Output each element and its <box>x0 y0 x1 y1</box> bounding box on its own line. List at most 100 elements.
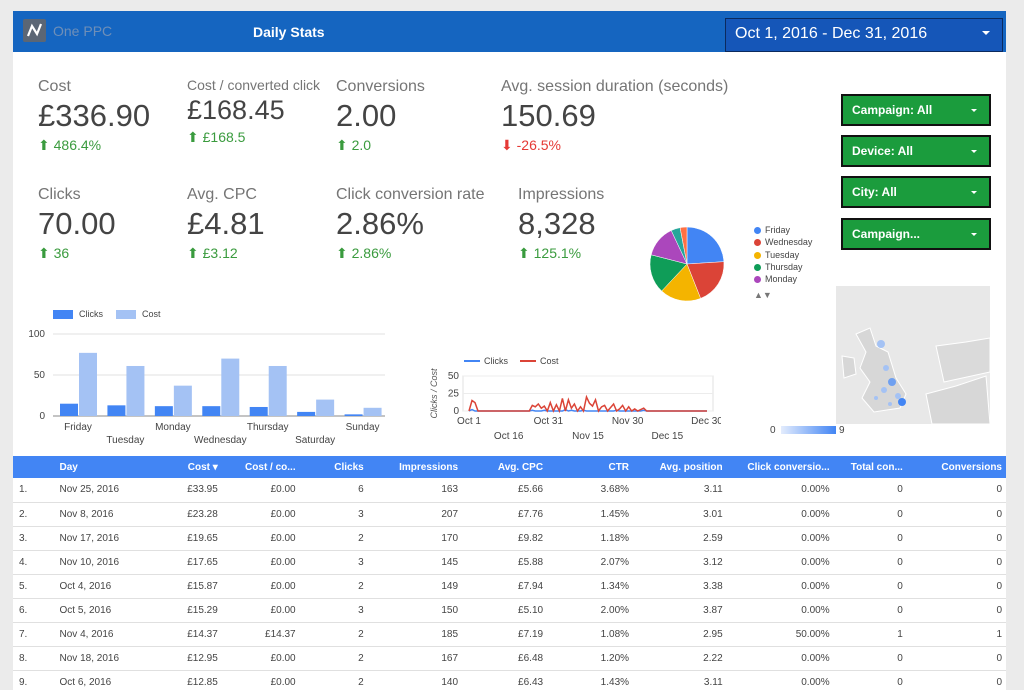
bar-clicks[interactable] <box>60 403 78 416</box>
table-row[interactable]: 5. Oct 4, 2016 £15.87 £0.00 2 149 £7.94 1.34% 3.… <box>13 574 1006 599</box>
table-cell: 0 <box>906 646 1006 671</box>
arrow-up-icon: ⬆ <box>38 137 54 153</box>
table-header-impressions[interactable]: Impressions <box>367 456 463 478</box>
kpi-avg-session-duration[interactable]: Avg. session duration (seconds) 150.69 ⬇… <box>501 78 728 154</box>
table-header-clicks[interactable]: Clicks <box>299 456 368 478</box>
campaign-filter[interactable]: Campaign: All <box>841 94 991 126</box>
legend-pager[interactable]: ▲▼ <box>754 290 772 300</box>
filter-label: Campaign... <box>852 227 921 241</box>
table-row[interactable]: 2. Nov 8, 2016 £23.28 £0.00 3 207 £7.76 1.45% 3.… <box>13 502 1006 527</box>
bar-chart[interactable]: 0 50 100 Friday Tuesday MondayWednesdayThursd… <box>13 322 393 452</box>
kpi-delta: ⬆ 486.4% <box>38 137 102 153</box>
table-cell: 0 <box>833 478 907 503</box>
pie-slice[interactable] <box>686 226 725 265</box>
city-filter[interactable]: City: All <box>841 176 991 208</box>
table-cell: £15.87 <box>153 574 222 599</box>
kpi-clicks[interactable]: Clicks 70.00 ⬆ 36 <box>38 186 116 262</box>
table-row[interactable]: 4. Nov 10, 2016 £17.65 £0.00 3 145 £5.88 2.07% 3… <box>13 550 1006 575</box>
geo-scale-max: 9 <box>839 425 845 436</box>
table-cell: Oct 5, 2016 <box>55 598 154 623</box>
filter-label: Device: All <box>852 144 913 158</box>
table-cell: 0 <box>833 526 907 551</box>
kpi-avg-cpc[interactable]: Avg. CPC £4.81 ⬆ £3.12 <box>187 186 265 262</box>
table-cell: 0.00% <box>726 598 834 623</box>
bar-clicks[interactable] <box>297 411 316 416</box>
kpi-cost[interactable]: Cost £336.90 ⬆ 486.4% <box>38 78 150 154</box>
table-cell: 163 <box>367 478 463 503</box>
kpi-click-conversion-rate[interactable]: Click conversion rate 2.86% ⬆ 2.86% <box>336 186 485 262</box>
table-header-conversions[interactable]: Conversions <box>906 456 1006 478</box>
pie-slice[interactable] <box>679 226 688 265</box>
chevron-down-icon <box>982 31 990 35</box>
page-title: Daily Stats <box>253 24 325 40</box>
bar-cost[interactable] <box>79 352 97 416</box>
table-row[interactable]: 9. Oct 6, 2016 £12.85 £0.00 2 140 £6.43 1.43% 3.… <box>13 670 1006 690</box>
table-header-total-conversions[interactable]: Total con... <box>833 456 907 478</box>
table-body: 1. Nov 25, 2016 £33.95 £0.00 6 163 £5.66 3.68% 3… <box>13 478 1006 690</box>
date-range-picker[interactable]: Oct 1, 2016 - Dec 31, 2016 <box>725 18 1003 52</box>
table-row[interactable]: 6. Oct 5, 2016 £15.29 £0.00 3 150 £5.10 2.00% 3.… <box>13 598 1006 623</box>
kpi-value: 70.00 <box>38 206 116 241</box>
table-cell: 1. <box>13 478 56 503</box>
table-cell: Oct 6, 2016 <box>55 670 154 690</box>
bar-clicks[interactable] <box>344 414 363 416</box>
kpi-label: Cost <box>38 78 71 95</box>
kpi-conversions[interactable]: Conversions 2.00 ⬆ 2.0 <box>336 78 425 154</box>
logo-text: One PPC <box>53 23 113 39</box>
bar-cost[interactable] <box>363 407 382 416</box>
bar-clicks[interactable] <box>107 405 126 416</box>
table-cell: £0.00 <box>221 646 300 671</box>
table-cell: 0 <box>833 646 907 671</box>
table-header-click-conversion[interactable]: Click conversio... <box>726 456 834 478</box>
table-cell: £17.65 <box>153 550 222 575</box>
kpi-cost-per-conversion[interactable]: Cost / converted click £168.45 ⬆ £168.5 <box>187 77 320 146</box>
bar-cost[interactable] <box>268 365 287 416</box>
pie-slice[interactable] <box>686 261 725 299</box>
table-cell: 5. <box>13 574 56 599</box>
bar-cost[interactable] <box>221 358 240 416</box>
y-tick-label: 100 <box>28 329 45 340</box>
kpi-delta: ⬆ £168.5 <box>187 129 246 145</box>
table-header-avg-cpc[interactable]: Avg. CPC <box>462 456 548 478</box>
table-row[interactable]: 1. Nov 25, 2016 £33.95 £0.00 6 163 £5.66 3.68% 3… <box>13 478 1006 503</box>
table-cell: £0.00 <box>221 574 300 599</box>
table-row[interactable]: 8. Nov 18, 2016 £12.95 £0.00 2 167 £6.48 1.20% 2… <box>13 646 1006 671</box>
table-header-avg-position[interactable]: Avg. position <box>633 456 727 478</box>
geo-map[interactable] <box>836 286 990 424</box>
table-header-cost[interactable]: Cost ▾ <box>153 456 222 478</box>
line-cost[interactable] <box>468 394 707 414</box>
bar-clicks[interactable] <box>154 406 173 416</box>
x-tick-label: Wednesday <box>194 435 247 446</box>
pie-slice[interactable] <box>661 263 701 302</box>
line-legend-cost: Cost <box>520 356 559 366</box>
table-cell: 0 <box>833 574 907 599</box>
x-tick-label: Friday <box>64 422 92 433</box>
table-row[interactable]: 3. Nov 17, 2016 £19.65 £0.00 2 170 £9.82 1.18% 2… <box>13 526 1006 551</box>
table-cell: 0 <box>906 598 1006 623</box>
bar-clicks[interactable] <box>249 406 268 416</box>
bar-clicks[interactable] <box>202 406 221 416</box>
report-header: One PPC Daily Stats Oct 1, 2016 - Dec 31… <box>13 11 1006 52</box>
legend-marker <box>464 360 480 362</box>
bar-cost[interactable] <box>173 385 192 416</box>
x-tick-label: Nov 15 <box>572 431 604 442</box>
campaign-filter-2[interactable]: Campaign... <box>841 218 991 250</box>
line-chart[interactable]: 0 25 50 Clicks / Cost Oct 1 Oct 16 Oct 31 Nov 1… <box>411 366 721 446</box>
table-cell: 0 <box>906 670 1006 690</box>
table-cell: 2 <box>299 670 368 690</box>
table-cell: 185 <box>367 622 463 647</box>
table-header-day[interactable]: Day <box>55 456 154 478</box>
device-filter[interactable]: Device: All <box>841 135 991 167</box>
table-cell: 3. <box>13 526 56 551</box>
table-cell: 2.22 <box>633 646 727 671</box>
bar-cost[interactable] <box>126 365 145 416</box>
table-header-cost-per-conversion[interactable]: Cost / co... <box>221 456 300 478</box>
table-cell: Nov 4, 2016 <box>55 622 154 647</box>
table-cell: 2. <box>13 502 56 527</box>
pie-chart[interactable] <box>647 224 727 304</box>
table-cell: £7.94 <box>462 574 548 599</box>
table-row[interactable]: 7. Nov 4, 2016 £14.37 £14.37 2 185 £7.19 1.08% 2… <box>13 622 1006 647</box>
table-header-ctr[interactable]: CTR <box>547 456 634 478</box>
bar-cost[interactable] <box>316 399 335 416</box>
kpi-impressions[interactable]: Impressions 8,328 ⬆ 125.1% <box>518 186 604 262</box>
